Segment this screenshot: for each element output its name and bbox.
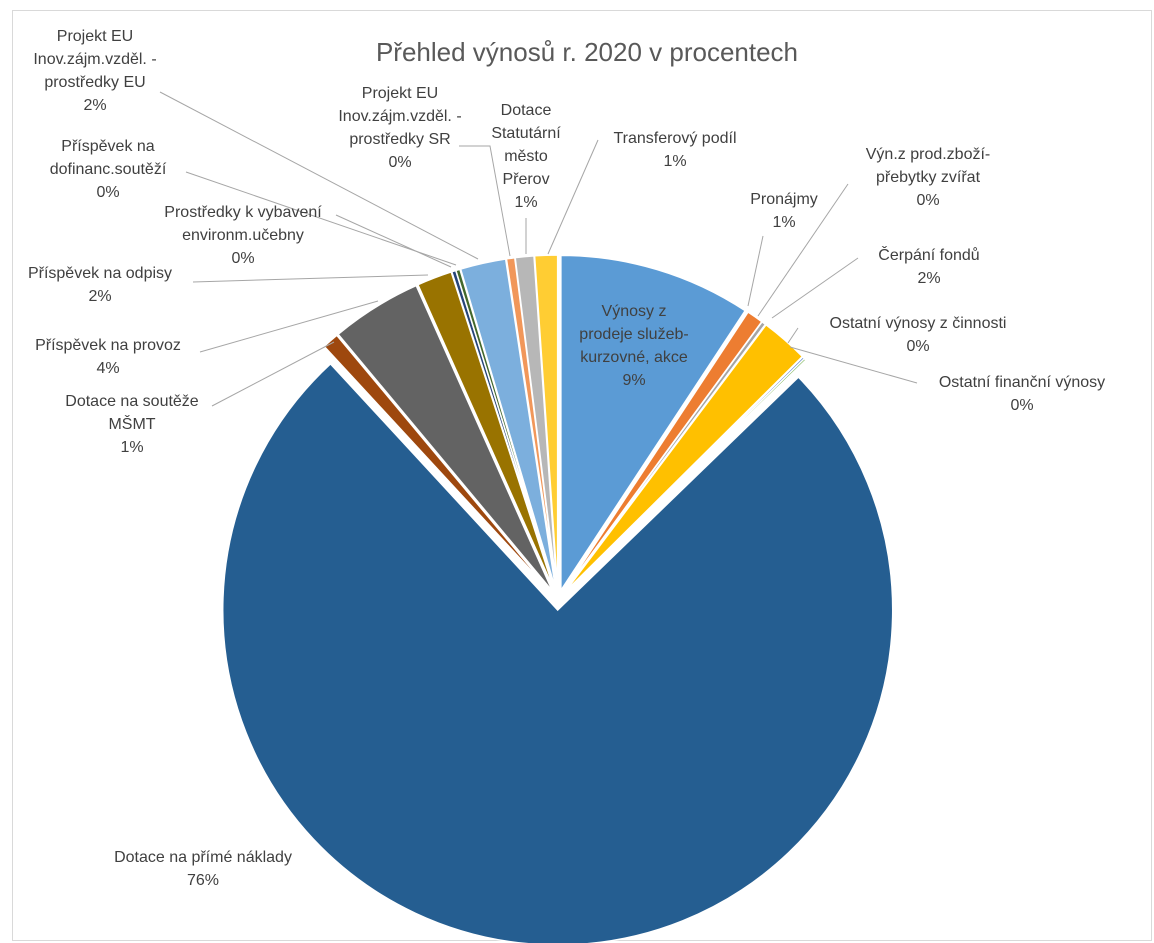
slice-value-label: 2% — [83, 97, 106, 114]
slice-value-label: 0% — [388, 154, 411, 171]
pie-slice — [533, 254, 559, 591]
pie-slice — [560, 254, 747, 593]
pie-slice — [323, 334, 552, 593]
slice-label: Pronájmy 1% — [750, 191, 818, 231]
leader-line — [459, 145, 511, 257]
slice-label: Ostatní výnosy z činnosti 0% — [830, 315, 1007, 355]
leader-line — [211, 341, 335, 407]
leader-line — [335, 214, 452, 268]
leader-line — [789, 346, 918, 384]
pie-slice — [454, 268, 556, 591]
leader-line — [185, 171, 457, 266]
slice-value-label: 1% — [663, 153, 686, 170]
leader-lines — [159, 91, 918, 407]
pie-slice — [563, 320, 767, 593]
chart-title: Přehled výnosů r. 2020 v procentech — [376, 37, 798, 67]
slice-label: Dotace na přímé náklady 76% — [114, 849, 292, 889]
leader-line — [547, 139, 599, 255]
leader-line — [192, 274, 429, 283]
slice-label: Výn.z prod.zboží-přebytky zvířat 0% — [866, 146, 991, 209]
leader-line — [747, 235, 764, 307]
slice-value-label: 2% — [88, 288, 111, 305]
slice-value-label: 4% — [96, 360, 119, 377]
slice-label: Ostatní finanční výnosy 0% — [939, 374, 1105, 414]
slice-label: Projekt EU Inov.zájm.vzděl. -prostředky S… — [338, 85, 461, 171]
leader-line — [159, 91, 479, 260]
slice-value-label: 0% — [96, 184, 119, 201]
slice-label: Příspěvek na odpisy 2% — [28, 265, 172, 305]
data-labels: Výnosy z prodeje služeb-kurzovné, akce 9% P… — [28, 28, 1105, 889]
pie-slice — [337, 284, 554, 592]
pie-slice — [221, 362, 894, 943]
leader-line — [199, 300, 379, 353]
pie-slice — [564, 357, 807, 594]
leader-line — [771, 257, 859, 319]
slice-value-label: 76% — [187, 872, 219, 889]
slice-label: Projekt EU Inov.zájm.vzděl. -prostředky E… — [33, 28, 156, 114]
slice-label: Příspěvek na provoz 4% — [35, 337, 181, 377]
slice-value-label: 2% — [917, 270, 940, 287]
slice-label: Dotace Statutární město Přerov 1% — [491, 102, 561, 211]
slice-label: Čerpání fondů 2% — [878, 245, 979, 287]
slice-value-label: 0% — [906, 338, 929, 355]
slice-label: Dotace na soutěže MŠMT 1% — [65, 393, 199, 456]
slice-label: Výnosy z prodeje služeb-kurzovné, akce 9% — [579, 303, 688, 389]
leader-line — [757, 183, 849, 317]
slice-label: Transferový podíl 1% — [613, 130, 736, 170]
slice-value-label: 0% — [1010, 397, 1033, 414]
slice-label: Prostředky k vybavení environm.učebny 0% — [164, 204, 322, 267]
slice-value-label: 9% — [622, 372, 645, 389]
pie-slice — [563, 323, 804, 593]
slice-value-label: 0% — [231, 250, 254, 267]
slice-label: Příspěvek na dofinanc.soutěží 0% — [50, 138, 167, 201]
slice-value-label: 1% — [772, 214, 795, 231]
leader-line — [787, 327, 799, 344]
pie-slice — [459, 258, 557, 591]
slice-value-label: 1% — [514, 194, 537, 211]
slice-value-label: 0% — [916, 192, 939, 209]
slice-value-label: 1% — [120, 439, 143, 456]
pie-slices — [221, 254, 894, 943]
